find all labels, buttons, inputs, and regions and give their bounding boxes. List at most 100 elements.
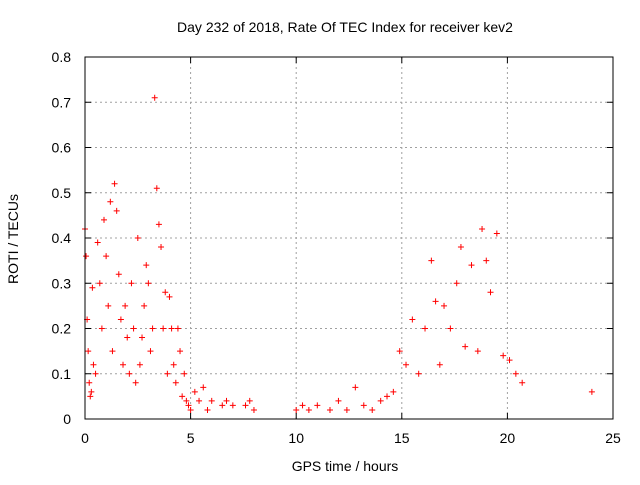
labels-layer: 0 5 10 15 20 25 0 0.1 0.2 0.3 0.4 0.5 0.6 0.7 0.8 [52, 49, 621, 446]
data-point [85, 348, 92, 355]
data-point [170, 361, 177, 368]
data-point [377, 397, 384, 404]
x-tick-label: 15 [394, 430, 410, 446]
data-point [326, 406, 333, 413]
data-point [143, 262, 150, 269]
y-tick-label: 0.4 [52, 230, 72, 246]
data-point [483, 257, 490, 264]
data-point [162, 289, 169, 296]
data-point [305, 406, 312, 413]
data-point [87, 393, 94, 400]
data-point [105, 302, 112, 309]
data-point [335, 397, 342, 404]
data-point [86, 379, 93, 386]
data-point [94, 239, 101, 246]
data-point [432, 298, 439, 305]
data-point [493, 230, 500, 237]
data-point [89, 284, 96, 291]
data-point [122, 302, 129, 309]
data-point [179, 393, 186, 400]
data-point [149, 325, 156, 332]
data-point [299, 402, 306, 409]
data-point [242, 402, 249, 409]
y-axis-label: ROTI / TECUs [5, 194, 21, 284]
y-tick-label: 0.1 [52, 366, 72, 382]
data-point [223, 397, 230, 404]
data-point [436, 361, 443, 368]
y-tick-label: 0.8 [52, 49, 72, 65]
data-point [166, 293, 173, 300]
data-point [314, 402, 321, 409]
x-tick-label: 10 [288, 430, 304, 446]
ticks-layer [84, 56, 614, 420]
y-tick-label: 0.6 [52, 140, 72, 156]
data-point [151, 94, 158, 101]
data-point [474, 348, 481, 355]
data-point [113, 207, 120, 214]
data-point [403, 361, 410, 368]
data-point [153, 185, 160, 192]
x-tick-label: 25 [605, 430, 621, 446]
data-point [360, 402, 367, 409]
data-point [441, 302, 448, 309]
data-point [422, 325, 429, 332]
data-point [343, 406, 350, 413]
y-tick-label: 0 [63, 411, 71, 427]
data-point [512, 370, 519, 377]
data-point [98, 325, 105, 332]
data-point [130, 325, 137, 332]
data-point [219, 402, 226, 409]
data-point [174, 325, 181, 332]
data-point [390, 388, 397, 395]
data-point [506, 357, 513, 364]
data-point [158, 244, 165, 251]
data-point [479, 225, 486, 232]
points-layer [82, 94, 595, 413]
data-point [92, 370, 99, 377]
data-point [468, 262, 475, 269]
data-point [293, 406, 300, 413]
chart-title: Day 232 of 2018, Rate Of TEC Index for r… [177, 19, 513, 35]
data-point [134, 235, 141, 241]
data-point [168, 325, 175, 332]
data-point [453, 280, 460, 287]
y-tick-label: 0.5 [52, 185, 72, 201]
data-point [183, 397, 190, 404]
data-point [109, 348, 116, 355]
grid-layer [85, 57, 613, 419]
data-point [204, 406, 211, 413]
data-point [96, 280, 103, 287]
data-point [588, 388, 595, 395]
data-point [447, 325, 454, 332]
data-point [384, 393, 391, 400]
data-point [120, 361, 127, 368]
data-point [185, 402, 192, 409]
data-point [136, 361, 143, 368]
data-point [83, 253, 90, 260]
plot-frame [84, 56, 614, 420]
data-point [191, 388, 198, 395]
data-point [128, 280, 135, 287]
x-tick-label: 5 [187, 430, 195, 446]
data-point [88, 388, 95, 395]
data-point [124, 334, 131, 341]
data-point [132, 379, 139, 386]
data-point [160, 325, 167, 332]
data-point [155, 221, 162, 228]
data-point [164, 370, 171, 377]
y-tick-label: 0.7 [52, 94, 72, 110]
data-point [208, 397, 215, 404]
data-point [117, 316, 124, 323]
x-tick-label: 0 [81, 430, 89, 446]
data-point [172, 379, 179, 386]
data-point [457, 244, 464, 251]
data-point [141, 302, 148, 309]
data-point [229, 402, 236, 409]
data-point [147, 348, 154, 355]
y-tick-label: 0.3 [52, 275, 72, 291]
data-point [519, 379, 526, 386]
data-point [396, 348, 403, 355]
data-point [111, 180, 118, 187]
